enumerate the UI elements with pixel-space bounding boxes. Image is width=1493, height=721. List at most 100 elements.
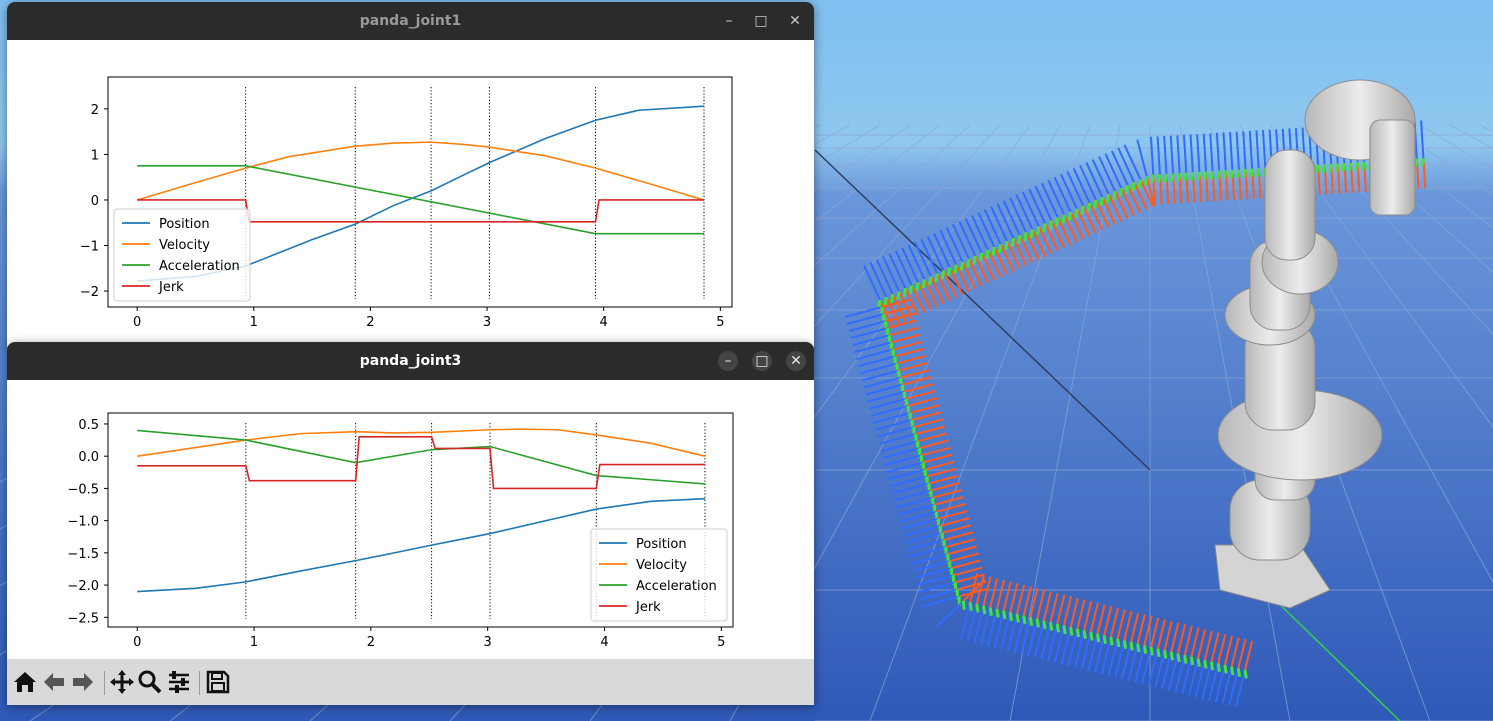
frame-axis-red [1114,190,1129,219]
frame-axis-blue [861,369,900,382]
frame-axis-green [1048,220,1054,230]
frame-axis-blue [1027,618,1039,657]
frame-axis-red [1089,602,1099,633]
frame-axis-red [987,249,1002,278]
frame-axis-green [1243,669,1248,679]
frame-axis-blue [1234,669,1246,708]
grid-line [1299,124,1493,335]
series-line-acceleration [137,429,706,485]
close-button[interactable]: ✕ [786,351,806,371]
forward-button[interactable] [69,668,97,696]
plot-window-joint1[interactable]: panda_joint1 – □ ✕ 0 1 2 3 4 5 −2 −1 0 1 2 Position… [7,2,814,347]
pan-button[interactable] [108,668,136,696]
frame-axis-red [885,296,900,325]
frame-axis-blue [1085,162,1104,198]
frame-axis-red [1170,622,1180,653]
frame-axis-red [1133,181,1148,210]
frame-axis-blue [1420,120,1425,159]
frame-axis-green [1242,168,1248,178]
frame-axis-green [959,261,965,271]
frame-axis-blue [1110,150,1129,186]
frame-axis-green [1004,240,1009,250]
frame-axis-blue [897,503,935,516]
frame-axis-blue [1181,656,1193,694]
frame-axis-blue [1127,643,1139,681]
frame-axis-blue [1235,131,1240,170]
frame-axis-blue [939,229,958,266]
frame-axis-red [945,538,976,549]
minimize-button[interactable]: – [718,351,738,371]
frame-axis-red [885,312,915,323]
chart-joint3[interactable]: 0 1 2 3 4 5 0.5 0.0 −0.5 −1.0 −1.5 −2.0 −2.5 Position… [7,380,814,659]
frame-axis-red [999,243,1015,272]
frame-axis-blue [1021,191,1040,227]
frame-axis-red [974,255,989,284]
back-button[interactable] [40,668,68,696]
frame-axis-green [1022,615,1027,625]
configure-button[interactable] [165,668,193,696]
y-tick-label: 1 [91,148,99,163]
frame-axis-blue [882,447,920,459]
x-tick-label: 4 [600,635,608,650]
zoom-button[interactable] [136,668,164,696]
frame-axis-green [1035,618,1040,628]
frame-axis-red [1063,214,1078,243]
maximize-button[interactable]: □ [754,13,768,29]
frame-axis-blue [1189,134,1194,173]
x-tick-label: 1 [250,315,258,330]
frame-axis-green [1028,617,1034,626]
frame-axis-blue [1072,168,1091,204]
frame-axis-green [1249,168,1254,178]
frame-axis-green [1222,170,1228,179]
frame-axis-green [1062,625,1067,635]
frame-axis-green [961,600,966,610]
frame-axis-green [1144,176,1149,186]
frame-axis-green [1042,223,1047,233]
frame-axis-red [1223,635,1234,666]
frame-axis-green [1129,641,1134,651]
frame-axis-blue [863,265,881,301]
frame-axis-blue [945,226,964,263]
frame-axis-green [972,255,977,265]
frame-axis-blue [1034,185,1053,222]
legend-label: Acceleration [636,579,717,594]
frame-axis-blue [1015,194,1034,230]
chart-joint1[interactable]: 0 1 2 3 4 5 −2 −1 0 1 2 Position Velocity Acceleratio… [7,40,814,347]
frame-axis-blue [893,489,932,502]
minimize-button[interactable]: – [725,13,733,29]
plot-window-joint3[interactable]: panda_joint3 – □ ✕ 0 1 2 3 4 5 0.5 0.0 −0.5 −1.0 −… [7,342,814,705]
frame-axis-green [1348,162,1353,172]
titlebar[interactable]: panda_joint1 – □ ✕ [7,2,814,40]
frame-axis-green [1069,626,1074,636]
legend-label: Jerk [158,280,184,295]
frame-axis-red [907,397,938,407]
frame-axis-green [1042,620,1047,630]
frame-axis-red [1069,597,1079,628]
frame-axis-blue [922,595,960,608]
y-tick-label: 0.0 [78,450,99,465]
close-button[interactable]: ✕ [789,13,801,29]
x-tick-label: 0 [133,635,141,650]
frame-axis-red [911,411,942,421]
frame-axis-blue [993,610,1005,648]
frame-axis-green [1102,635,1107,644]
titlebar[interactable]: panda_joint3 – □ ✕ [7,342,814,380]
frame-axis-red [1009,582,1019,613]
x-tick-label: 5 [717,635,725,650]
frame-axis-green [1414,158,1419,168]
maximize-button[interactable]: □ [752,351,772,371]
frame-axis-red [1076,208,1091,237]
frame-axis-red [932,488,962,499]
home-button[interactable] [11,668,39,696]
frame-axis-blue [890,475,928,488]
frame-axis-red [1018,234,1034,263]
frame-axis-blue [1074,630,1086,668]
save-button[interactable] [204,668,232,696]
frame-axis-blue [958,220,977,257]
axis-line-dark [814,149,1151,471]
frame-axis-red [1056,594,1066,625]
frame-axis-blue [1242,131,1247,170]
frame-axis-green [1170,173,1175,182]
frame-axis-blue [966,603,978,642]
frame-axis-red [1217,634,1227,664]
